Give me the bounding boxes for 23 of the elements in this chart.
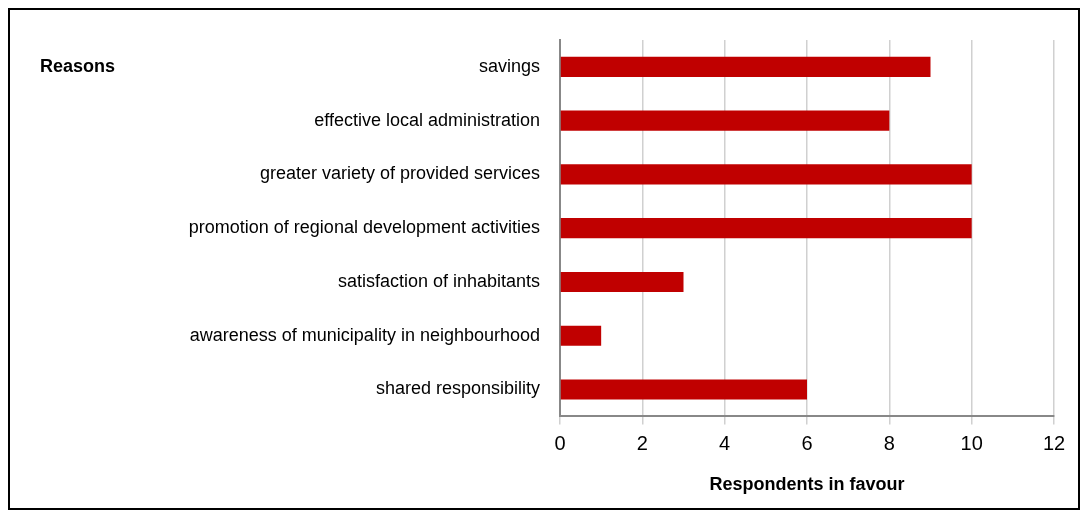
y-tick-label: shared responsibility (375, 378, 540, 399)
y-axis-title: Reasons (40, 55, 116, 76)
x-tick-label: 4 (719, 431, 731, 454)
y-tick-label: promotion of regional development activities (188, 217, 540, 238)
x-tick-label: 12 (1042, 431, 1066, 454)
bar (560, 271, 684, 293)
bar (560, 110, 890, 131)
x-tick-label: 2 (636, 431, 648, 454)
y-tick-label: satisfaction of inhabitants (337, 270, 540, 291)
bar (560, 325, 602, 346)
x-tick-label: 8 (883, 431, 895, 454)
x-tick-label: 10 (960, 431, 983, 454)
x-tick-label: 0 (554, 431, 566, 454)
bar (560, 218, 972, 239)
y-tick-label: savings (478, 55, 540, 76)
bar (560, 164, 972, 185)
y-tick-label: greater variety of provided services (259, 163, 540, 184)
y-tick-label: awareness of municipality in neighbourhood (189, 324, 540, 345)
x-axis-title: Respondents in favour (709, 474, 905, 495)
bar (560, 56, 931, 77)
x-tick-label: 6 (801, 431, 813, 454)
y-tick-label: effective local administration (314, 109, 540, 130)
bar (560, 379, 807, 400)
